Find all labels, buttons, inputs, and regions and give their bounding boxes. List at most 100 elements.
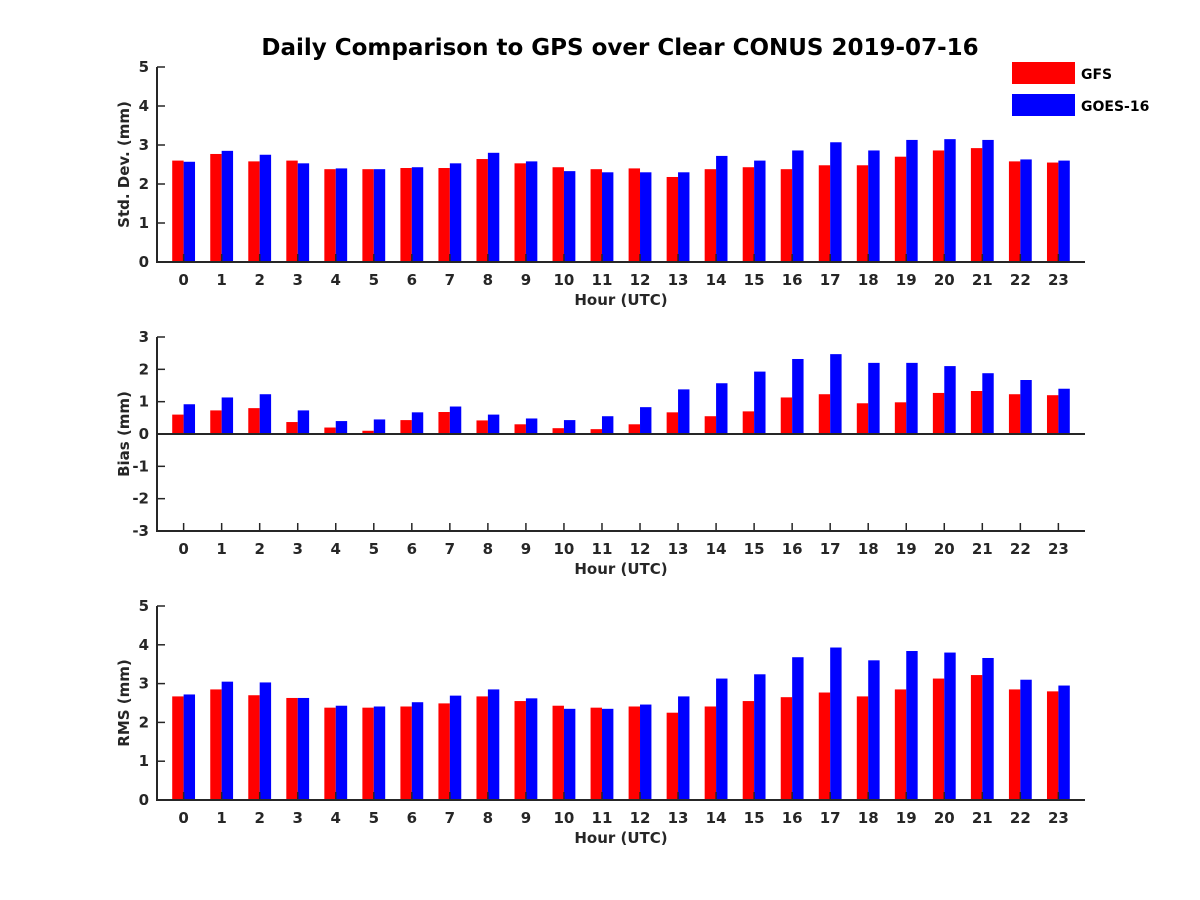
bar-std-gfs-10: [552, 167, 564, 262]
bar-rms-goes-16-7: [449, 695, 462, 800]
x-tick-label-std: 14: [706, 271, 727, 289]
x-tick-label-rms: 1: [216, 809, 226, 827]
bar-rms-goes-16-9: [525, 698, 538, 800]
bars-bias: [172, 354, 1070, 434]
bar-bias-goes-16-16: [792, 358, 804, 434]
x-tick-label-rms: 4: [331, 809, 341, 827]
y-axis-label-bias: Bias (mm): [115, 391, 133, 477]
bar-bias-goes-16-12: [640, 407, 652, 434]
bar-rms-goes-16-1: [221, 681, 234, 800]
x-tick-label-bias: 12: [630, 540, 651, 558]
x-tick-label-bias: 21: [972, 540, 993, 558]
bar-bias-gfs-16: [780, 397, 793, 434]
legend-swatch-goes-16: [1012, 94, 1075, 116]
x-tick-label-rms: 18: [858, 809, 879, 827]
bar-bias-goes-16-23: [1058, 388, 1070, 434]
y-tick-label-rms: 2: [139, 713, 149, 731]
bar-rms-gfs-7: [438, 703, 450, 800]
x-tick-label-rms: 22: [1010, 809, 1031, 827]
x-tick-label-rms: 20: [934, 809, 955, 827]
x-tick-label-std: 16: [782, 271, 803, 289]
x-tick-label-rms: 14: [706, 809, 727, 827]
bar-bias-goes-16-11: [601, 416, 614, 434]
bar-bias-goes-16-9: [525, 418, 538, 434]
x-tick-label-rms: 0: [178, 809, 188, 827]
bars-rms: [172, 647, 1070, 800]
bar-std-goes-16-8: [487, 152, 500, 262]
y-tick-label-std: 3: [139, 136, 149, 154]
x-tick-label-bias: 17: [820, 540, 841, 558]
bar-bias-gfs-17: [818, 394, 831, 434]
bar-rms-gfs-12: [628, 706, 641, 800]
bar-std-gfs-19: [894, 156, 907, 262]
bar-rms-goes-16-18: [868, 660, 880, 800]
bars-std: [172, 139, 1070, 262]
bar-bias-goes-16-14: [716, 383, 728, 434]
bar-rms-goes-16-4: [335, 705, 348, 800]
bar-std-gfs-7: [438, 168, 450, 262]
bar-bias-goes-16-15: [754, 371, 766, 434]
bar-rms-gfs-19: [894, 689, 907, 800]
bar-bias-gfs-3: [286, 422, 298, 434]
bar-std-goes-16-23: [1058, 160, 1070, 262]
bar-std-goes-16-9: [525, 161, 538, 262]
bar-bias-goes-16-17: [830, 354, 842, 434]
y-tick-label-std: 4: [139, 97, 149, 115]
bar-bias-gfs-15: [742, 411, 755, 434]
bar-std-goes-16-6: [411, 167, 424, 262]
bar-rms-goes-16-19: [906, 651, 918, 800]
bar-std-gfs-20: [932, 150, 945, 262]
x-tick-label-bias: 0: [178, 540, 188, 558]
bar-bias-gfs-7: [438, 412, 450, 434]
x-tick-label-bias: 9: [521, 540, 531, 558]
bar-bias-gfs-13: [666, 412, 679, 434]
bar-rms-goes-16-22: [1020, 679, 1032, 800]
bar-rms-goes-16-16: [792, 657, 804, 800]
x-tick-label-rms: 9: [521, 809, 531, 827]
bar-bias-gfs-9: [514, 424, 526, 434]
x-tick-label-std: 1: [216, 271, 226, 289]
bar-std-goes-16-19: [906, 139, 918, 262]
x-tick-label-std: 21: [972, 271, 993, 289]
y-tick-label-bias: -2: [132, 490, 149, 508]
bar-rms-gfs-6: [400, 706, 412, 800]
bar-bias-gfs-11: [590, 429, 602, 434]
bar-std-goes-16-5: [373, 169, 386, 262]
x-tick-label-std: 15: [744, 271, 765, 289]
x-tick-label-std: 2: [254, 271, 264, 289]
bar-std-goes-16-17: [830, 142, 842, 262]
x-tick-label-std: 3: [293, 271, 303, 289]
bar-rms-gfs-11: [590, 707, 602, 800]
x-tick-label-rms: 16: [782, 809, 803, 827]
y-tick-label-rms: 0: [139, 791, 149, 809]
x-tick-label-rms: 12: [630, 809, 651, 827]
bar-std-gfs-15: [742, 167, 755, 262]
y-tick-label-bias: 1: [139, 393, 149, 411]
bar-std-gfs-8: [476, 159, 488, 262]
x-tick-label-std: 8: [483, 271, 493, 289]
bar-bias-goes-16-2: [259, 394, 272, 434]
bar-rms-goes-16-20: [944, 652, 956, 800]
bar-std-gfs-0: [172, 160, 184, 262]
bar-std-gfs-21: [970, 148, 983, 262]
bar-bias-goes-16-7: [449, 406, 462, 434]
y-tick-label-bias: 0: [139, 425, 149, 443]
bar-rms-gfs-20: [932, 678, 945, 800]
legend-swatch-gfs: [1012, 62, 1075, 84]
bar-rms-goes-16-14: [716, 678, 728, 800]
bar-std-gfs-3: [286, 160, 298, 262]
x-tick-label-std: 10: [554, 271, 575, 289]
x-tick-label-std: 19: [896, 271, 917, 289]
bar-bias-goes-16-10: [563, 420, 576, 434]
bar-rms-gfs-1: [210, 689, 222, 800]
bar-bias-goes-16-18: [868, 362, 880, 434]
y-tick-label-rms: 1: [139, 752, 149, 770]
bar-rms-goes-16-0: [183, 694, 196, 800]
y-tick-label-rms: 5: [139, 597, 149, 615]
bar-std-gfs-5: [362, 169, 374, 262]
bar-bias-goes-16-13: [678, 389, 690, 434]
y-tick-label-bias: -1: [132, 457, 149, 475]
x-tick-label-rms: 15: [744, 809, 765, 827]
x-tick-label-rms: 2: [254, 809, 264, 827]
